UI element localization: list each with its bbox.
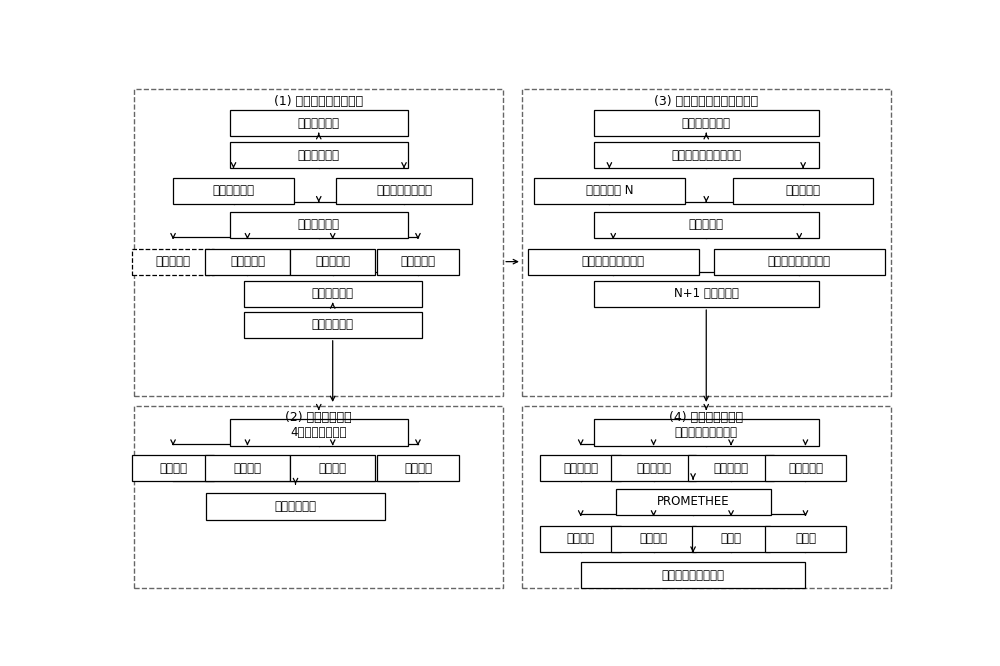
Bar <box>134 89 503 396</box>
Bar <box>534 178 685 204</box>
Text: (1) 污染事件选择与聚类: (1) 污染事件选择与聚类 <box>274 95 363 108</box>
Bar <box>594 212 819 238</box>
Bar <box>377 455 459 481</box>
Bar <box>244 281 422 307</box>
Bar <box>377 248 459 275</box>
Text: (4) 方案比较与选择: (4) 方案比较与选择 <box>669 411 743 424</box>
Text: 高风险节点: 高风险节点 <box>400 255 435 268</box>
Bar <box>594 420 819 446</box>
Bar <box>522 89 891 396</box>
Text: 中风险节点: 中风险节点 <box>315 255 350 268</box>
Bar <box>206 494 385 519</box>
Text: 受影响节点数: 受影响节点数 <box>212 184 254 197</box>
Bar <box>173 178 294 204</box>
Text: 污染入侵的可检测性: 污染入侵的可检测性 <box>582 255 645 268</box>
Bar <box>611 455 696 481</box>
Text: (3) 得到传感器布置初始方案: (3) 得到传感器布置初始方案 <box>654 95 758 108</box>
Bar <box>594 143 819 168</box>
Text: 传感器布置最优方案: 传感器布置最优方案 <box>662 569 725 581</box>
Bar <box>528 248 698 275</box>
Bar <box>230 143 408 168</box>
Text: N+1 种替代方案: N+1 种替代方案 <box>674 288 739 300</box>
Text: 风险等级: 风险等级 <box>319 462 347 474</box>
Bar <box>594 110 819 136</box>
Bar <box>765 455 846 481</box>
Bar <box>290 248 375 275</box>
Text: 4种污染概率函数: 4种污染概率函数 <box>290 426 347 439</box>
Text: PROMETHEE: PROMETHEE <box>657 496 729 508</box>
Bar <box>733 178 873 204</box>
Bar <box>230 110 408 136</box>
Text: 鲁棒性: 鲁棒性 <box>795 532 816 545</box>
Bar <box>205 455 290 481</box>
Text: (2) 污染概率变化: (2) 污染概率变化 <box>285 411 352 424</box>
Bar <box>765 525 846 552</box>
Text: 污染入侵的可识别性: 污染入侵的可识别性 <box>768 255 831 268</box>
Bar <box>230 420 408 446</box>
Text: 传感器数量: 传感器数量 <box>563 462 598 474</box>
Bar <box>581 562 805 588</box>
Text: 传感器布置优化准则: 传感器布置优化准则 <box>675 426 738 439</box>
Text: 管道长度: 管道长度 <box>233 462 261 474</box>
Bar <box>692 525 770 552</box>
Bar <box>290 455 375 481</box>
Text: 污染事件聚类: 污染事件聚类 <box>312 318 354 331</box>
Text: 节点需求: 节点需求 <box>159 462 187 474</box>
Bar <box>132 455 214 481</box>
Bar <box>714 248 885 275</box>
Bar <box>688 455 774 481</box>
Text: 可观测性: 可观测性 <box>567 532 595 545</box>
Text: 污染检测矩库: 污染检测矩库 <box>298 149 340 162</box>
Bar <box>540 455 621 481</box>
Bar <box>205 248 290 275</box>
Text: 聚类污染概率: 聚类污染概率 <box>274 500 316 513</box>
Bar <box>522 406 891 588</box>
Bar <box>336 178 472 204</box>
Text: 传感器优化布置: 传感器优化布置 <box>682 117 731 130</box>
Text: 污染未检测: 污染未检测 <box>788 462 823 474</box>
Text: 经济型: 经济型 <box>721 532 742 545</box>
Text: 传感器数量 N: 传感器数量 N <box>586 184 633 197</box>
Text: 传感器位置: 传感器位置 <box>786 184 821 197</box>
Text: 可识别性: 可识别性 <box>640 532 668 545</box>
Bar <box>244 312 422 338</box>
Bar <box>134 406 503 588</box>
Text: 受影响节点的需求: 受影响节点的需求 <box>376 184 432 197</box>
Text: 传感器中断: 传感器中断 <box>689 218 724 231</box>
Bar <box>230 212 408 238</box>
Text: 量化风险: 量化风险 <box>404 462 432 474</box>
Text: 污染未识别: 污染未识别 <box>714 462 749 474</box>
Bar <box>594 281 819 307</box>
Text: 污染事件选择: 污染事件选择 <box>312 288 354 300</box>
Text: 低影响节点: 低影响节点 <box>156 255 191 268</box>
Text: 确定性传感器布置方案: 确定性传感器布置方案 <box>671 149 741 162</box>
Bar <box>611 525 696 552</box>
Text: 信息熵损失: 信息熵损失 <box>636 462 671 474</box>
Text: 污染事件模拟: 污染事件模拟 <box>298 117 340 130</box>
Bar <box>616 489 771 515</box>
Bar <box>540 525 621 552</box>
Text: 污染风险评估: 污染风险评估 <box>298 218 340 231</box>
Text: 低风险节点: 低风险节点 <box>230 255 265 268</box>
Bar <box>132 248 214 275</box>
